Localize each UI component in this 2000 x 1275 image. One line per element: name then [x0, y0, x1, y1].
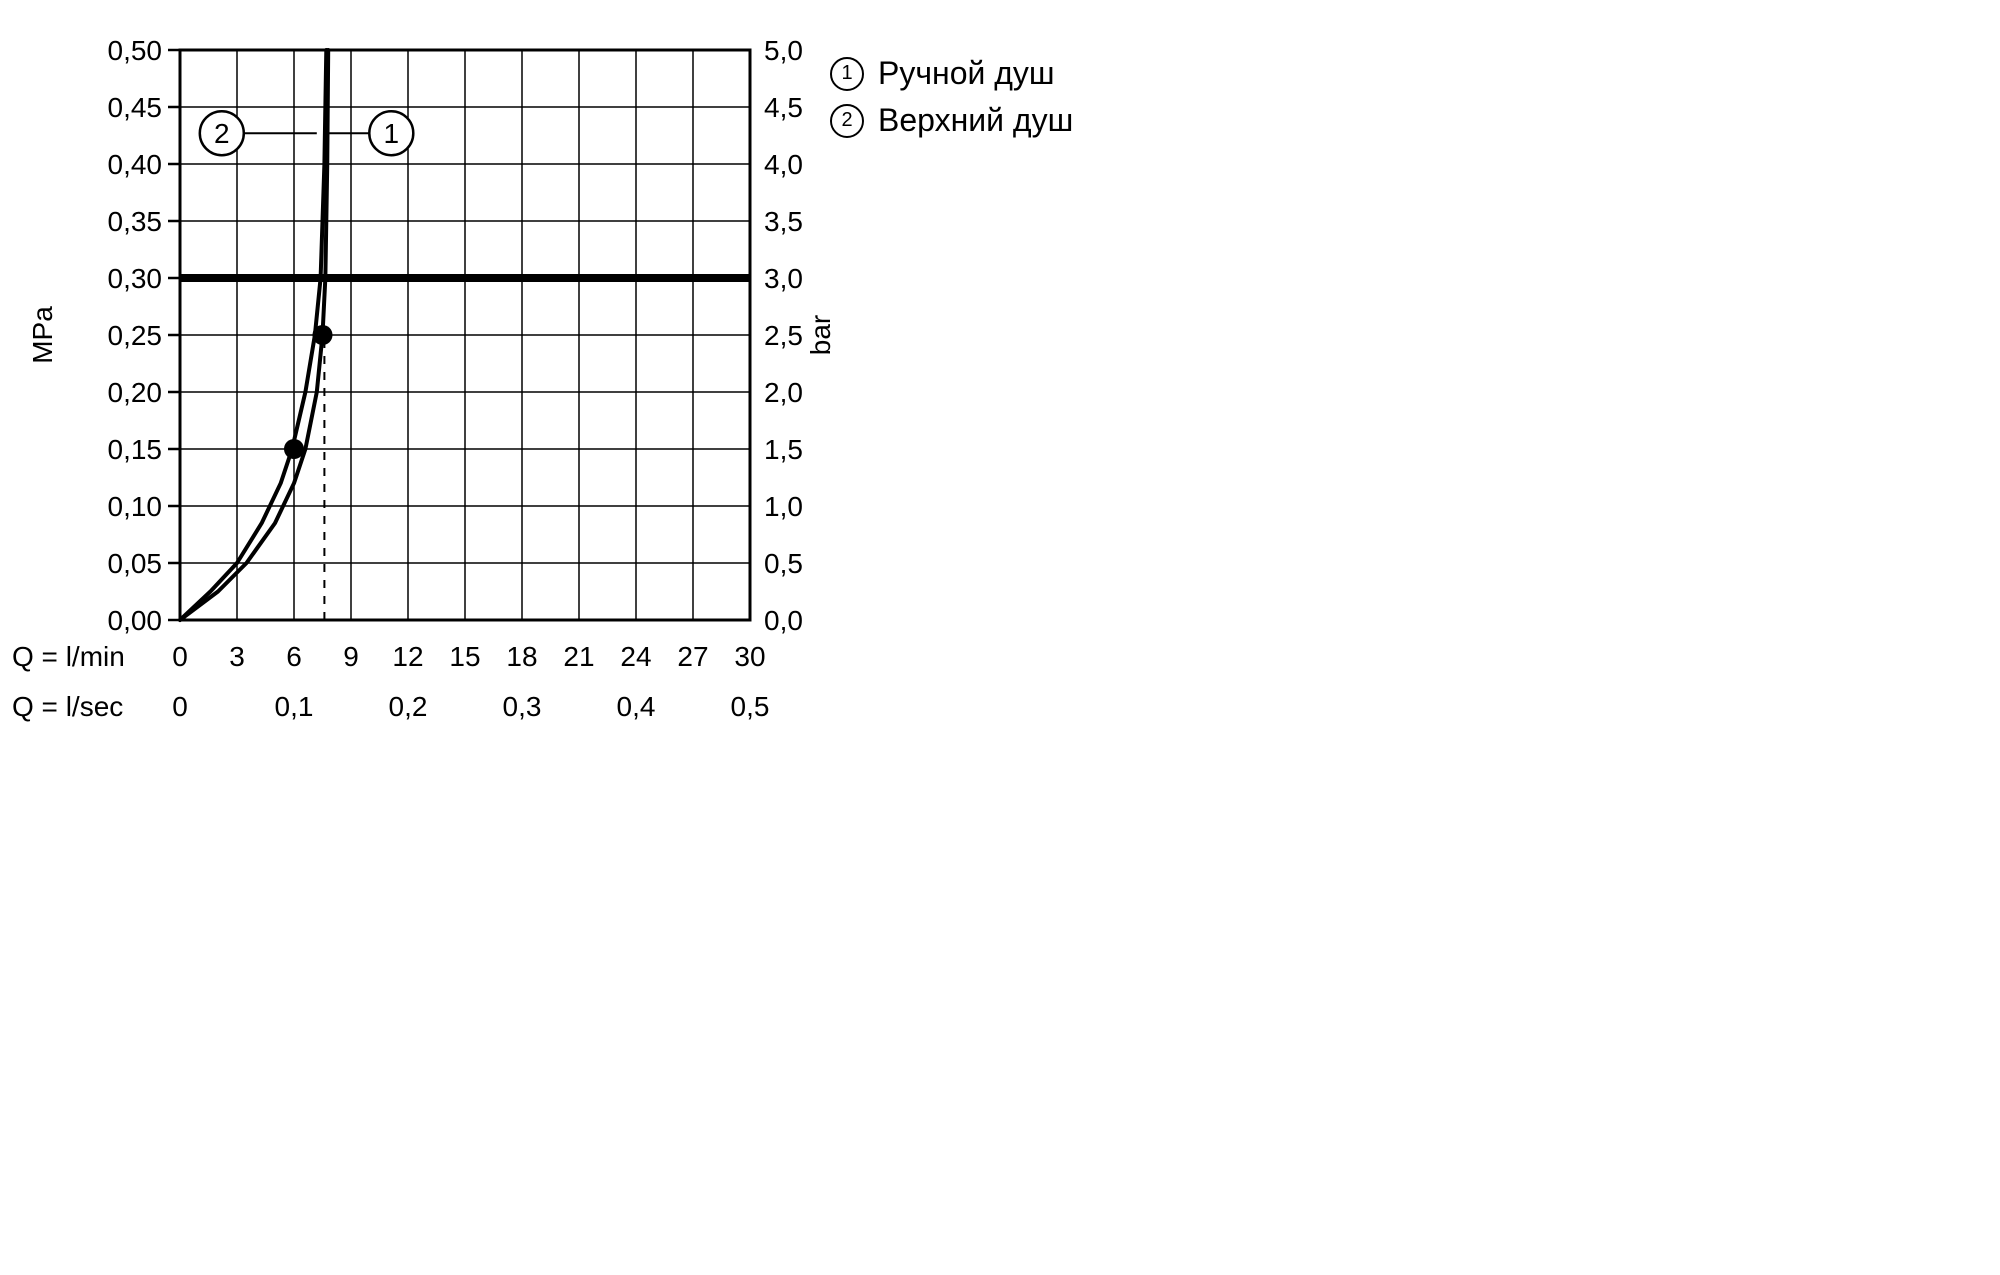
svg-text:21: 21 — [563, 641, 594, 672]
svg-text:0,1: 0,1 — [275, 691, 314, 722]
svg-text:0,20: 0,20 — [108, 377, 163, 408]
legend-number-2-icon: 2 — [830, 104, 864, 138]
svg-text:0,2: 0,2 — [389, 691, 428, 722]
svg-text:0: 0 — [172, 641, 188, 672]
svg-text:3: 3 — [229, 641, 245, 672]
svg-text:MPa: MPa — [27, 306, 58, 364]
chart-container: 0,000,050,100,150,200,250,300,350,400,45… — [0, 0, 870, 785]
svg-text:1,5: 1,5 — [764, 434, 803, 465]
svg-text:9: 9 — [343, 641, 359, 672]
svg-text:3,5: 3,5 — [764, 206, 803, 237]
legend-text-1: Ручной душ — [878, 55, 1055, 92]
svg-text:0,50: 0,50 — [108, 35, 163, 66]
svg-text:6: 6 — [286, 641, 302, 672]
svg-text:0,10: 0,10 — [108, 491, 163, 522]
page: 0,000,050,100,150,200,250,300,350,400,45… — [0, 0, 2000, 1275]
svg-text:0,25: 0,25 — [108, 320, 163, 351]
svg-text:0,05: 0,05 — [108, 548, 163, 579]
svg-text:24: 24 — [620, 641, 651, 672]
svg-text:5,0: 5,0 — [764, 35, 803, 66]
svg-text:1: 1 — [384, 118, 400, 149]
svg-text:0,00: 0,00 — [108, 605, 163, 636]
flow-pressure-chart: 0,000,050,100,150,200,250,300,350,400,45… — [0, 0, 870, 780]
legend-text-2: Верхний душ — [878, 102, 1073, 139]
legend: 1 Ручной душ 2 Верхний душ — [830, 55, 1073, 149]
svg-text:0,5: 0,5 — [731, 691, 770, 722]
svg-text:15: 15 — [449, 641, 480, 672]
svg-text:3,0: 3,0 — [764, 263, 803, 294]
svg-text:Q = l/sec: Q = l/sec — [12, 691, 123, 722]
legend-item-2: 2 Верхний душ — [830, 102, 1073, 139]
legend-number-1-icon: 1 — [830, 57, 864, 91]
svg-text:0: 0 — [172, 691, 188, 722]
svg-text:0,40: 0,40 — [108, 149, 163, 180]
svg-text:18: 18 — [506, 641, 537, 672]
svg-text:0,4: 0,4 — [617, 691, 656, 722]
svg-text:30: 30 — [734, 641, 765, 672]
svg-text:0,45: 0,45 — [108, 92, 163, 123]
svg-text:2: 2 — [214, 118, 230, 149]
svg-text:2,0: 2,0 — [764, 377, 803, 408]
svg-text:12: 12 — [392, 641, 423, 672]
svg-text:0,5: 0,5 — [764, 548, 803, 579]
svg-text:27: 27 — [677, 641, 708, 672]
svg-text:0,0: 0,0 — [764, 605, 803, 636]
svg-text:4,0: 4,0 — [764, 149, 803, 180]
svg-text:0,3: 0,3 — [503, 691, 542, 722]
svg-text:bar: bar — [805, 315, 836, 355]
svg-text:2,5: 2,5 — [764, 320, 803, 351]
svg-text:0,30: 0,30 — [108, 263, 163, 294]
svg-text:Q = l/min: Q = l/min — [12, 641, 125, 672]
svg-text:0,15: 0,15 — [108, 434, 163, 465]
legend-item-1: 1 Ручной душ — [830, 55, 1073, 92]
svg-text:4,5: 4,5 — [764, 92, 803, 123]
svg-text:1,0: 1,0 — [764, 491, 803, 522]
svg-text:0,35: 0,35 — [108, 206, 163, 237]
